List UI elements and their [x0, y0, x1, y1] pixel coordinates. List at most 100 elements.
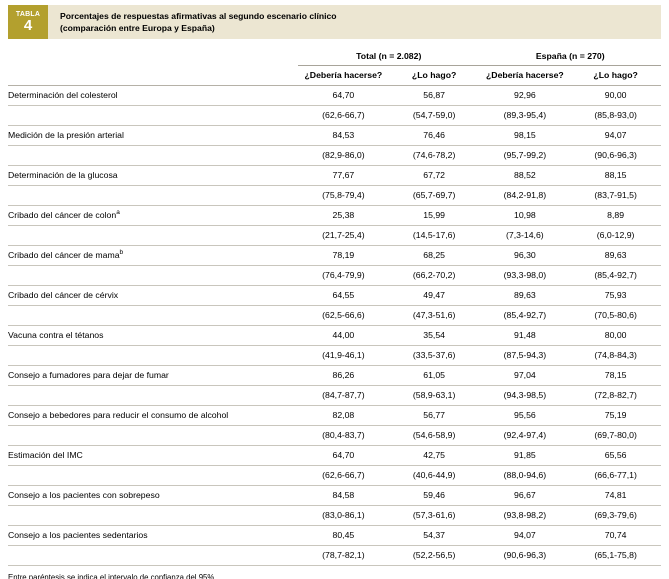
ci-cell: (82,9-86,0) — [298, 145, 389, 166]
ci-cell: (90,6-96,3) — [570, 145, 661, 166]
value-cell: 84,53 — [298, 125, 389, 146]
ci-cell: (90,6-96,3) — [479, 545, 571, 566]
row-label: Cribado del cáncer de mamab — [8, 245, 298, 266]
ci-cell: (33,5-37,6) — [388, 345, 480, 366]
ci-cell: (7,3-14,6) — [479, 225, 571, 246]
value-cell: 68,25 — [388, 245, 480, 266]
table-title-band: Porcentajes de respuestas afirmativas al… — [48, 5, 661, 39]
value-cell: 75,19 — [570, 405, 661, 426]
table-row: Cribado del cáncer de mamab 78,19 68,25 96,… — [8, 245, 661, 266]
ci-cell: (52,2-56,5) — [388, 545, 480, 566]
ci-cell: (66,2-70,2) — [388, 265, 480, 286]
ci-cell: (85,4-92,7) — [570, 265, 661, 286]
empty-cell — [8, 265, 298, 286]
value-cell: 88,15 — [570, 165, 661, 186]
ci-cell: (62,6-66,7) — [298, 465, 389, 486]
ci-cell: (95,7-99,2) — [479, 145, 571, 166]
row-label: Vacuna contra el tétanos — [8, 325, 298, 346]
table-header: TABLA 4 Porcentajes de respuestas afirma… — [8, 5, 661, 39]
badge-number: 4 — [23, 16, 33, 34]
empty-header-cell — [8, 49, 298, 66]
ci-cell: (93,3-98,0) — [479, 265, 571, 286]
empty-cell — [8, 345, 298, 366]
value-cell: 94,07 — [479, 525, 571, 546]
value-cell: 61,05 — [388, 365, 480, 386]
empty-cell — [8, 185, 298, 206]
value-cell: 98,15 — [479, 125, 571, 146]
subheader-total-lohago: ¿Lo hago? — [388, 65, 480, 86]
ci-cell: (6,0-12,9) — [570, 225, 661, 246]
confidence-interval-row: (78,7-82,1) (52,2-56,5) (90,6-96,3) (65,1-7… — [8, 545, 661, 566]
value-cell: 64,55 — [298, 285, 389, 306]
empty-cell — [8, 545, 298, 566]
table-title-line2: (comparación entre Europa y España) — [60, 23, 215, 34]
empty-cell — [8, 145, 298, 166]
footnotes: Entre paréntesis se indica el intervalo … — [8, 572, 661, 579]
ci-cell: (87,5-94,3) — [479, 345, 571, 366]
ci-cell: (72,8-82,7) — [570, 385, 661, 406]
value-cell: 59,46 — [388, 485, 480, 506]
ci-cell: (54,6-58,9) — [388, 425, 480, 446]
empty-cell — [8, 225, 298, 246]
ci-cell: (47,3-51,6) — [388, 305, 480, 326]
table-row: Consejo a fumadores para dejar de fumar 8… — [8, 365, 661, 386]
value-cell: 67,72 — [388, 165, 480, 186]
value-cell: 49,47 — [388, 285, 480, 306]
table-body: Determinación del colesterol 64,70 56,87 92… — [8, 85, 661, 566]
value-cell: 78,15 — [570, 365, 661, 386]
table-row: Estimación del IMC 64,70 42,75 91,85 65,56 — [8, 445, 661, 466]
confidence-interval-row: (41,9-46,1) (33,5-37,6) (87,5-94,3) (74,8-8… — [8, 345, 661, 366]
table-row: Consejo a bebedores para reducir el cons… — [8, 405, 661, 426]
empty-cell — [8, 505, 298, 526]
row-label: Consejo a los pacientes sedentarios — [8, 525, 298, 546]
value-cell: 25,38 — [298, 205, 389, 226]
row-label: Consejo a bebedores para reducir el cons… — [8, 405, 298, 426]
value-cell: 54,37 — [388, 525, 480, 546]
value-cell: 35,54 — [388, 325, 480, 346]
value-cell: 64,70 — [298, 85, 389, 106]
ci-cell: (41,9-46,1) — [298, 345, 389, 366]
ci-cell: (92,4-97,4) — [479, 425, 571, 446]
ci-cell: (83,0-86,1) — [298, 505, 389, 526]
value-cell: 84,58 — [298, 485, 389, 506]
confidence-interval-row: (83,0-86,1) (57,3-61,6) (93,8-98,2) (69,3-7… — [8, 505, 661, 526]
value-cell: 65,56 — [570, 445, 661, 466]
ci-cell: (84,7-87,7) — [298, 385, 389, 406]
value-cell: 56,87 — [388, 85, 480, 106]
value-cell: 56,77 — [388, 405, 480, 426]
empty-cell — [8, 105, 298, 126]
ci-cell: (78,7-82,1) — [298, 545, 389, 566]
value-cell: 8,89 — [570, 205, 661, 226]
row-label: Consejo a los pacientes con sobrepeso — [8, 485, 298, 506]
value-cell: 94,07 — [570, 125, 661, 146]
ci-cell: (14,5-17,6) — [388, 225, 480, 246]
ci-cell: (94,3-98,5) — [479, 385, 571, 406]
table-row: Consejo a los pacientes sedentarios 80,45… — [8, 525, 661, 546]
value-cell: 91,48 — [479, 325, 571, 346]
row-label: Cribado del cáncer de colona — [8, 205, 298, 226]
row-label: Estimación del IMC — [8, 445, 298, 466]
value-cell: 89,63 — [479, 285, 571, 306]
ci-cell: (54,7-59,0) — [388, 105, 480, 126]
empty-header-cell — [8, 65, 298, 86]
value-cell: 74,81 — [570, 485, 661, 506]
confidence-interval-row: (76,4-79,9) (66,2-70,2) (93,3-98,0) (85,4-9… — [8, 265, 661, 286]
ci-cell: (74,6-78,2) — [388, 145, 480, 166]
ci-cell: (83,7-91,5) — [570, 185, 661, 206]
table-row: Cribado del cáncer de cérvix 64,55 49,47 89… — [8, 285, 661, 306]
confidence-interval-row: (82,9-86,0) (74,6-78,2) (95,7-99,2) (90,6-9… — [8, 145, 661, 166]
ci-cell: (89,3-95,4) — [479, 105, 571, 126]
row-label: Determinación de la glucosa — [8, 165, 298, 186]
table-row: Vacuna contra el tétanos 44,00 35,54 91,48 8… — [8, 325, 661, 346]
confidence-interval-row: (62,6-66,7) (40,6-44,9) (88,0-94,6) (66,6-7… — [8, 465, 661, 486]
confidence-interval-row: (62,6-66,7) (54,7-59,0) (89,3-95,4) (85,8-9… — [8, 105, 661, 126]
value-cell: 96,30 — [479, 245, 571, 266]
footnote-line1: Entre paréntesis se indica el intervalo … — [8, 572, 217, 579]
table-title-line1: Porcentajes de respuestas afirmativas al… — [60, 11, 337, 21]
table-row: Determinación del colesterol 64,70 56,87 92… — [8, 85, 661, 106]
table-row: Cribado del cáncer de colona 25,38 15,99 10… — [8, 205, 661, 226]
empty-cell — [8, 465, 298, 486]
value-cell: 80,45 — [298, 525, 389, 546]
empty-cell — [8, 425, 298, 446]
